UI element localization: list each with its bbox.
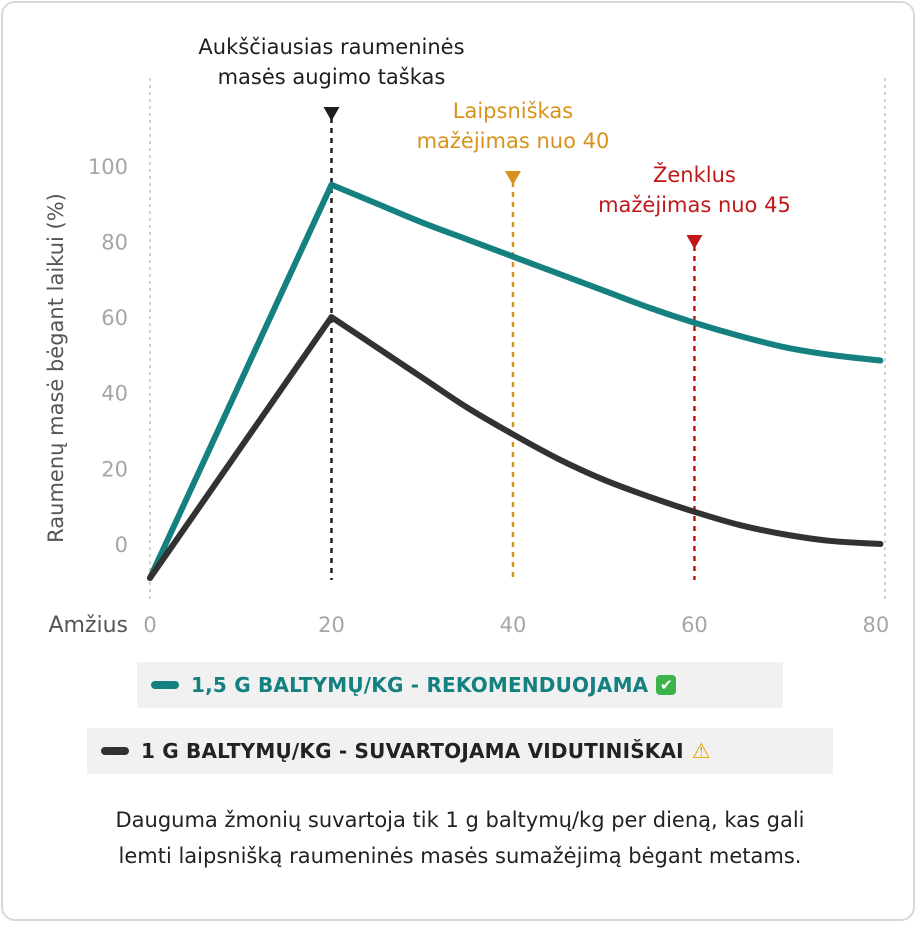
- x-tick-label: 80: [863, 613, 890, 637]
- annotation-marker: [504, 171, 521, 185]
- annotation-text: Aukščiausias raumeninės: [198, 35, 464, 59]
- annotation-markers: [323, 107, 703, 249]
- annotation-text: Ženklus: [653, 162, 736, 187]
- x-axis-ticks: 0 20 40 60 80: [143, 613, 889, 637]
- dark-line-swatch: [101, 747, 129, 755]
- annotation-text: Laipsniškas: [453, 99, 573, 123]
- y-tick-label: 20: [101, 457, 128, 481]
- y-tick-label: 0: [115, 533, 128, 557]
- series-line-average: [147, 314, 884, 581]
- y-axis-ticks: 0 20 40 60 80 100: [88, 155, 128, 557]
- annotation-text: mažėjimas nuo 45: [598, 193, 791, 217]
- teal-line-swatch: [151, 681, 179, 689]
- series-lines: [147, 181, 884, 581]
- legend-label-recommended: 1,5 G BALTYMŲ/KG - REKOMENDUOJAMA: [191, 673, 649, 697]
- annotation-text: mažėjimas nuo 40: [417, 129, 610, 153]
- x-tick-label: 0: [143, 613, 156, 637]
- x-tick-label: 60: [681, 613, 708, 637]
- y-axis-label: Raumenų masė bėgant laikui (%): [44, 193, 68, 543]
- x-tick-label: 40: [500, 613, 527, 637]
- legend-item-recommended: 1,5 G BALTYMŲ/KG - REKOMENDUOJAMA ✔: [137, 662, 783, 708]
- legend-label-average: 1 G BALTYMŲ/KG - SUVARTOJAMA VIDUTINIŠKA…: [141, 739, 684, 763]
- annotation-marker: [686, 235, 703, 249]
- chart-caption: Dauguma žmonių suvartoja tik 1 g baltymų…: [20, 802, 900, 874]
- x-tick-label: 20: [318, 613, 345, 637]
- protein-muscle-chart: Aukščiausias raumeninės masės augimo tašk…: [44, 35, 889, 638]
- annotation-lines: [330, 118, 696, 580]
- annotation-texts: Aukščiausias raumeninės masės augimo tašk…: [198, 35, 790, 217]
- x-axis-label: Amžius: [48, 613, 128, 638]
- caption-line-2: lemti laipsnišką raumeninės masės sumažė…: [118, 844, 802, 868]
- warning-icon: ⚠: [691, 739, 711, 763]
- y-tick-label: 40: [101, 382, 128, 406]
- chart-boundary-lines: [149, 78, 886, 600]
- legend-item-average: 1 G BALTYMŲ/KG - SUVARTOJAMA VIDUTINIŠKA…: [87, 728, 833, 774]
- annotation-text: masės augimo taškas: [218, 65, 446, 89]
- check-mark-icon: ✔: [656, 675, 677, 695]
- annotation-marker: [323, 107, 340, 121]
- caption-line-1: Dauguma žmonių suvartoja tik 1 g baltymų…: [115, 808, 805, 832]
- y-tick-label: 60: [101, 306, 128, 330]
- y-tick-label: 100: [88, 155, 128, 179]
- y-tick-label: 80: [101, 230, 128, 254]
- series-line-recommended: [147, 181, 884, 581]
